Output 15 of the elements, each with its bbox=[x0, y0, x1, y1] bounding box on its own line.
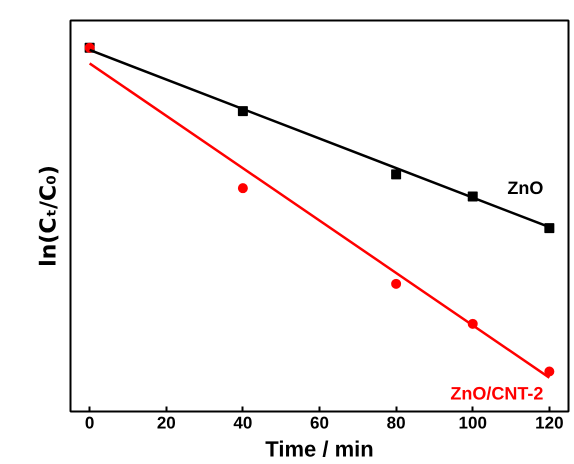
point bbox=[391, 169, 402, 180]
x-tick-label: 100 bbox=[458, 414, 487, 432]
point bbox=[238, 183, 248, 194]
x-tick-label: 60 bbox=[310, 414, 329, 432]
series-label: ZnO/CNT-2 bbox=[450, 383, 544, 404]
x-tick-label: 40 bbox=[233, 414, 252, 432]
point bbox=[391, 278, 402, 289]
series-label: ZnO bbox=[507, 178, 544, 198]
point bbox=[544, 366, 554, 376]
x-tick-label: 0 bbox=[84, 414, 94, 432]
x-tick-label: 20 bbox=[156, 414, 176, 432]
y-axis-title: ln(Cₜ/C₀) bbox=[36, 165, 62, 267]
x-tick-label: 80 bbox=[386, 414, 406, 432]
x-tick-label: 120 bbox=[535, 414, 564, 432]
x-axis-title: Time / min bbox=[265, 436, 374, 462]
